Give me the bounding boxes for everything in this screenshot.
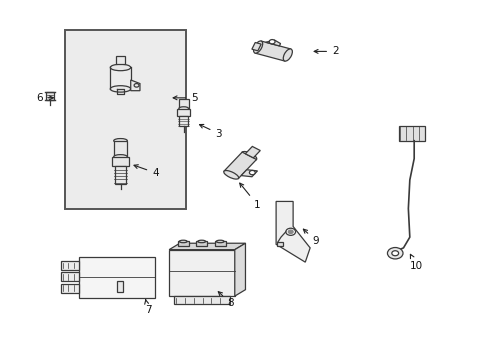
Circle shape [249, 170, 255, 175]
Text: 4: 4 [134, 165, 159, 178]
Bar [179, 99, 188, 109]
Ellipse shape [283, 49, 292, 61]
Bar [214, 242, 225, 247]
Ellipse shape [253, 41, 262, 53]
Text: 6: 6 [36, 93, 53, 103]
Bar [169, 249, 234, 296]
Polygon shape [169, 243, 245, 249]
Bar [177, 109, 190, 116]
Bar [196, 242, 206, 247]
Bar [61, 272, 79, 281]
Bar [79, 257, 154, 298]
Text: 7: 7 [144, 300, 151, 315]
Bar [115, 166, 126, 184]
Text: 2: 2 [313, 46, 338, 57]
Circle shape [287, 230, 292, 234]
Polygon shape [241, 170, 257, 177]
Bar [46, 92, 54, 100]
Text: 9: 9 [303, 229, 319, 246]
Ellipse shape [114, 139, 127, 143]
Ellipse shape [110, 86, 130, 92]
Ellipse shape [224, 171, 238, 179]
Ellipse shape [110, 64, 130, 71]
Circle shape [391, 251, 398, 256]
Polygon shape [276, 202, 309, 262]
Bar [255, 41, 290, 61]
Circle shape [386, 248, 402, 259]
Bar [61, 284, 79, 293]
Bar [117, 282, 122, 292]
Ellipse shape [242, 152, 256, 160]
Polygon shape [265, 40, 280, 46]
Text: 1: 1 [239, 183, 260, 210]
Bar [178, 242, 188, 247]
Ellipse shape [179, 107, 188, 111]
Text: 5: 5 [173, 93, 197, 103]
Bar [179, 116, 188, 126]
Bar [114, 141, 127, 157]
Ellipse shape [216, 240, 224, 243]
Text: 8: 8 [218, 292, 234, 308]
Bar [61, 261, 79, 270]
Circle shape [269, 40, 275, 44]
Bar [174, 296, 229, 304]
Bar [276, 242, 283, 246]
Ellipse shape [114, 155, 127, 159]
Bar [116, 57, 125, 64]
Bar [112, 157, 129, 166]
Text: 10: 10 [409, 254, 422, 271]
Circle shape [285, 228, 295, 235]
Bar [398, 126, 425, 141]
Bar [245, 147, 260, 158]
Text: 3: 3 [199, 125, 222, 139]
Ellipse shape [179, 240, 187, 243]
Bar [251, 42, 261, 51]
Bar [224, 152, 256, 179]
Polygon shape [130, 80, 140, 91]
Polygon shape [234, 243, 245, 296]
Ellipse shape [198, 240, 205, 243]
Bar [64, 30, 186, 208]
